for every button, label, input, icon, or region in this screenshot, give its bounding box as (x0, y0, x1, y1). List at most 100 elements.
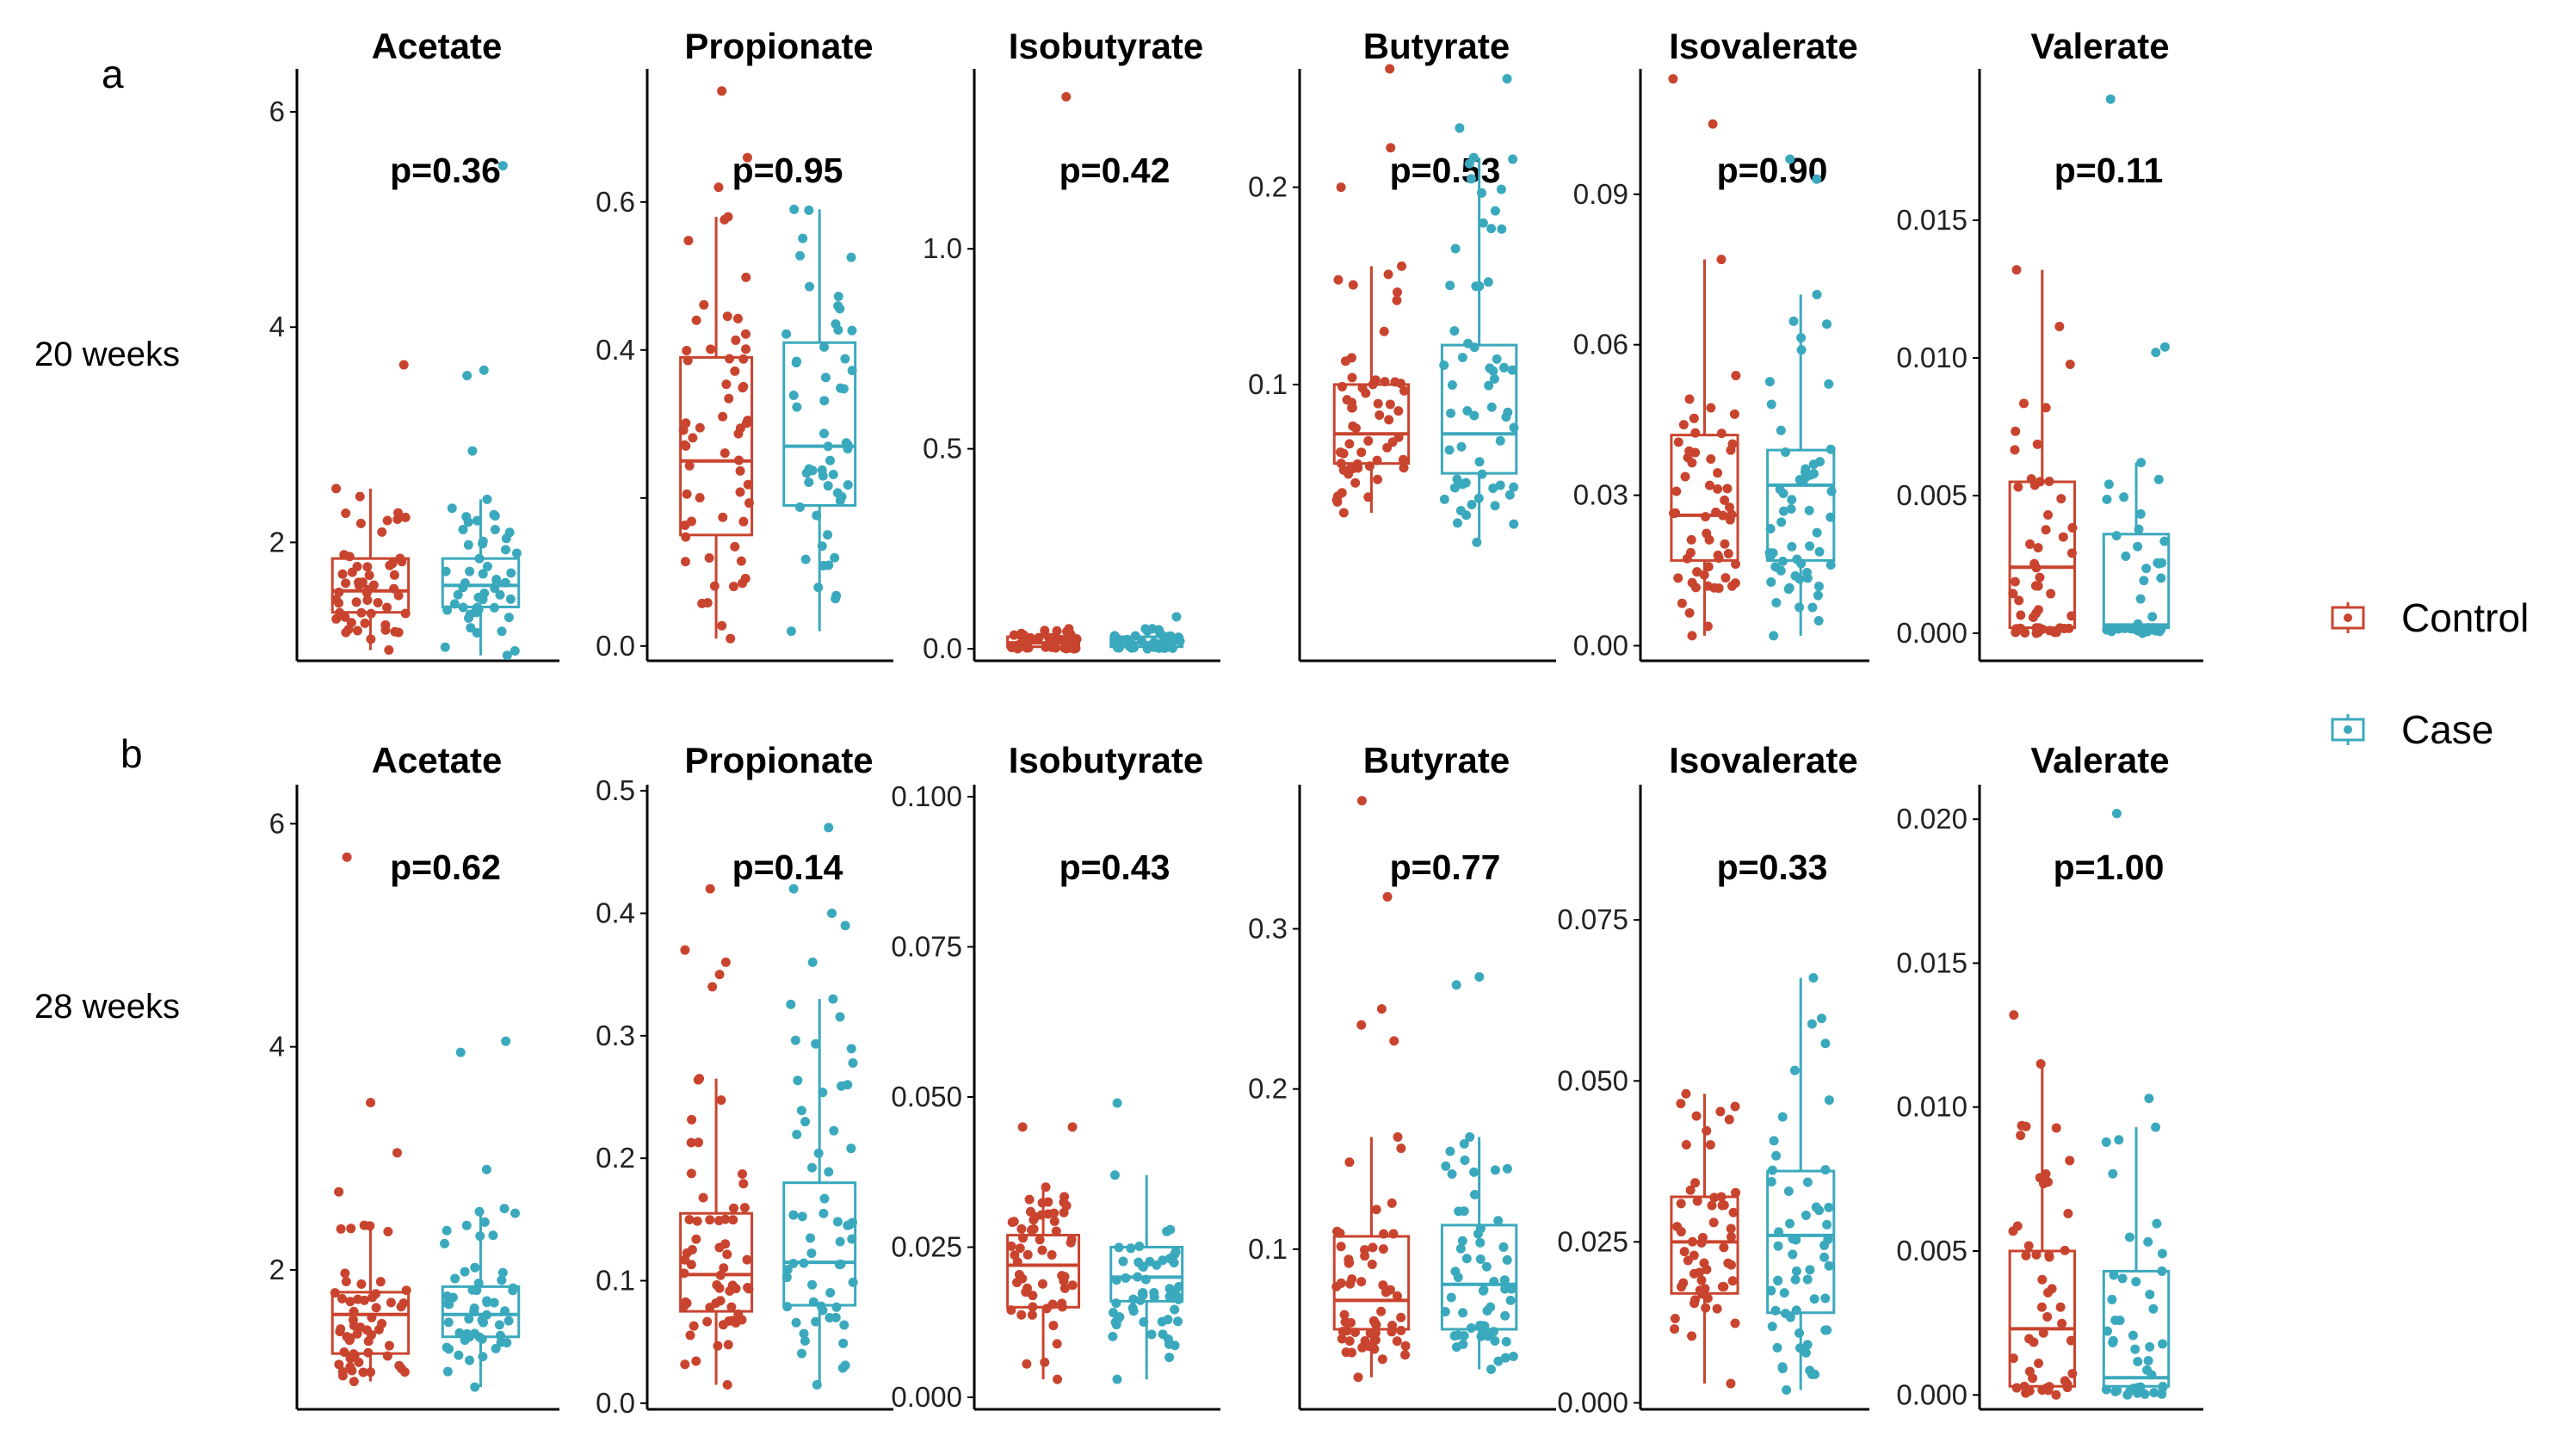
data-point (1128, 1306, 1139, 1316)
data-point (713, 1216, 724, 1226)
data-point (1509, 422, 1519, 433)
data-point (1059, 1192, 1070, 1202)
data-point (1679, 1247, 1690, 1257)
data-point (1472, 537, 1482, 547)
data-point (442, 605, 453, 615)
data-point (2043, 510, 2054, 521)
iqr-box (782, 1181, 857, 1307)
data-point (813, 1148, 824, 1158)
data-point (1061, 92, 1072, 102)
data-point (1802, 573, 1813, 583)
iqr-box (1670, 434, 1739, 562)
data-point (1706, 403, 1716, 413)
data-point (1820, 1165, 1831, 1175)
data-point (1483, 277, 1493, 287)
data-point (1386, 143, 1396, 153)
data-point (360, 618, 370, 628)
data-point (731, 335, 741, 345)
data-point (1344, 469, 1354, 479)
box-control (330, 852, 411, 1387)
data-point (2028, 612, 2038, 622)
p-value-label: p=0.42 (1059, 151, 1171, 190)
data-point (1483, 1331, 1493, 1341)
data-point (1037, 1279, 1047, 1289)
data-point (444, 1344, 454, 1354)
data-point (819, 342, 830, 352)
data-point (1673, 573, 1683, 583)
data-point (1727, 1276, 1738, 1286)
data-point (1785, 1218, 1795, 1229)
data-point (337, 569, 348, 579)
data-point (819, 396, 830, 406)
data-point (1493, 1356, 1504, 1366)
data-point (682, 345, 692, 355)
data-point (1690, 1178, 1701, 1188)
data-point (1687, 1331, 1697, 1341)
data-point (1766, 576, 1776, 587)
data-point (1463, 338, 1473, 348)
data-point (1495, 435, 1505, 446)
data-point (1478, 218, 1488, 228)
data-point (732, 313, 743, 324)
data-point (1492, 354, 1502, 364)
data-point (2060, 1245, 2070, 1255)
data-point (1708, 1217, 1719, 1228)
data-point (475, 1231, 485, 1242)
data-point (358, 1367, 368, 1377)
panel-title: Isobutyrate (1009, 740, 1203, 780)
data-point (2148, 1303, 2159, 1314)
data-point (400, 608, 411, 619)
data-point (1473, 493, 1484, 503)
data-point (738, 354, 749, 364)
data-point (1692, 567, 1702, 577)
data-point (1716, 1192, 1727, 1202)
data-point (467, 446, 478, 456)
data-point (2101, 1384, 2111, 1395)
data-point (799, 1328, 809, 1339)
data-point (1370, 1334, 1381, 1345)
y-tick-label: 4 (269, 1031, 285, 1063)
data-point (1489, 1276, 1499, 1286)
data-point (1817, 1014, 1827, 1024)
data-point (2008, 1353, 2018, 1364)
data-point (1347, 1274, 1357, 1285)
data-point (2030, 581, 2041, 591)
data-point (1722, 484, 1733, 494)
data-point (366, 634, 376, 644)
y-tick-label: 0.015 (1896, 204, 1968, 236)
data-point (344, 552, 355, 562)
data-point (1049, 1216, 1059, 1226)
data-point (1720, 495, 1730, 505)
data-point (1699, 570, 1709, 580)
data-point (1789, 1065, 1800, 1075)
data-point (835, 1236, 845, 1247)
data-point (2154, 626, 2165, 637)
data-point (2054, 322, 2065, 332)
data-point (1696, 1237, 1707, 1248)
data-point (1371, 1320, 1381, 1330)
data-point (1455, 123, 1465, 133)
data-point (2008, 589, 2018, 599)
data-point (817, 465, 827, 475)
data-point (1130, 631, 1140, 641)
data-point (1129, 643, 1140, 653)
panel-title: Acetate (372, 26, 503, 66)
data-point (331, 484, 342, 494)
data-point (781, 329, 792, 339)
data-point (704, 553, 714, 564)
data-point (1440, 1307, 1450, 1317)
panel-title: Valerate (2030, 26, 2169, 66)
p-value-label: p=0.36 (390, 151, 501, 190)
data-point (722, 311, 732, 322)
data-point (1134, 1241, 1145, 1251)
data-point (2009, 1010, 2019, 1020)
data-point (1057, 635, 1067, 645)
data-point (1126, 1243, 1136, 1254)
data-point (473, 592, 484, 602)
data-point (352, 561, 362, 571)
data-point (832, 488, 843, 498)
data-point (389, 570, 399, 580)
data-point (1687, 631, 1697, 641)
data-point (1142, 644, 1152, 654)
data-point (827, 908, 837, 918)
